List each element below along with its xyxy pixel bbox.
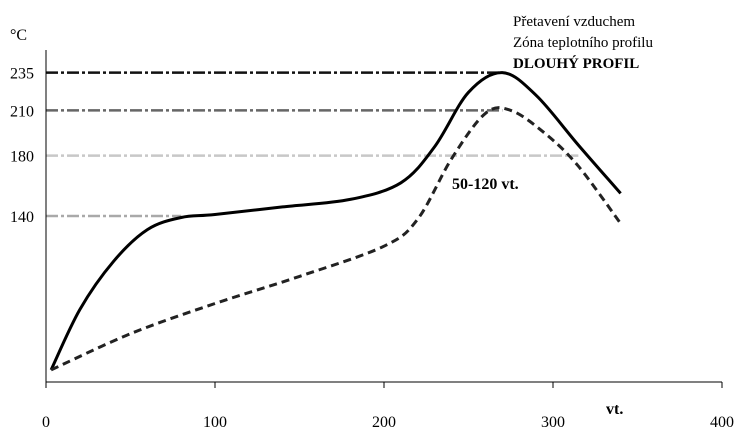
annotation-line-1: Přetavení vzduchem bbox=[513, 14, 636, 30]
y-tick-label: 235 bbox=[10, 66, 34, 83]
y-tick-label: 180 bbox=[10, 149, 34, 166]
annotation-line-2: Zóna teplotního profilu bbox=[513, 35, 653, 51]
x-tick-label: 300 bbox=[541, 414, 565, 430]
y-tick-group: 140 180 210 235 bbox=[10, 66, 34, 226]
y-tick-label: 140 bbox=[10, 209, 34, 226]
reference-lines bbox=[46, 71, 579, 218]
x-tick-group: 0 100 200 300 400 bbox=[42, 382, 734, 430]
x-unit-label: vt. bbox=[606, 401, 623, 418]
zone-label: 50-120 vt. bbox=[452, 176, 519, 193]
y-tick-label: 210 bbox=[10, 103, 34, 120]
x-tick-label: 200 bbox=[372, 414, 396, 430]
x-tick-label: 0 bbox=[42, 414, 50, 430]
x-tick-label: 400 bbox=[710, 414, 734, 430]
y-unit-label: °C bbox=[10, 27, 27, 44]
series-line-dashed bbox=[50, 106, 622, 372]
x-tick-label: 100 bbox=[203, 414, 227, 430]
annotation-box: Přetavení vzduchem Zóna teplotního profi… bbox=[513, 12, 653, 75]
series-line-solid bbox=[49, 71, 622, 371]
series-group bbox=[49, 71, 622, 372]
annotation-line-3: DLOUHÝ PROFIL bbox=[513, 56, 640, 72]
